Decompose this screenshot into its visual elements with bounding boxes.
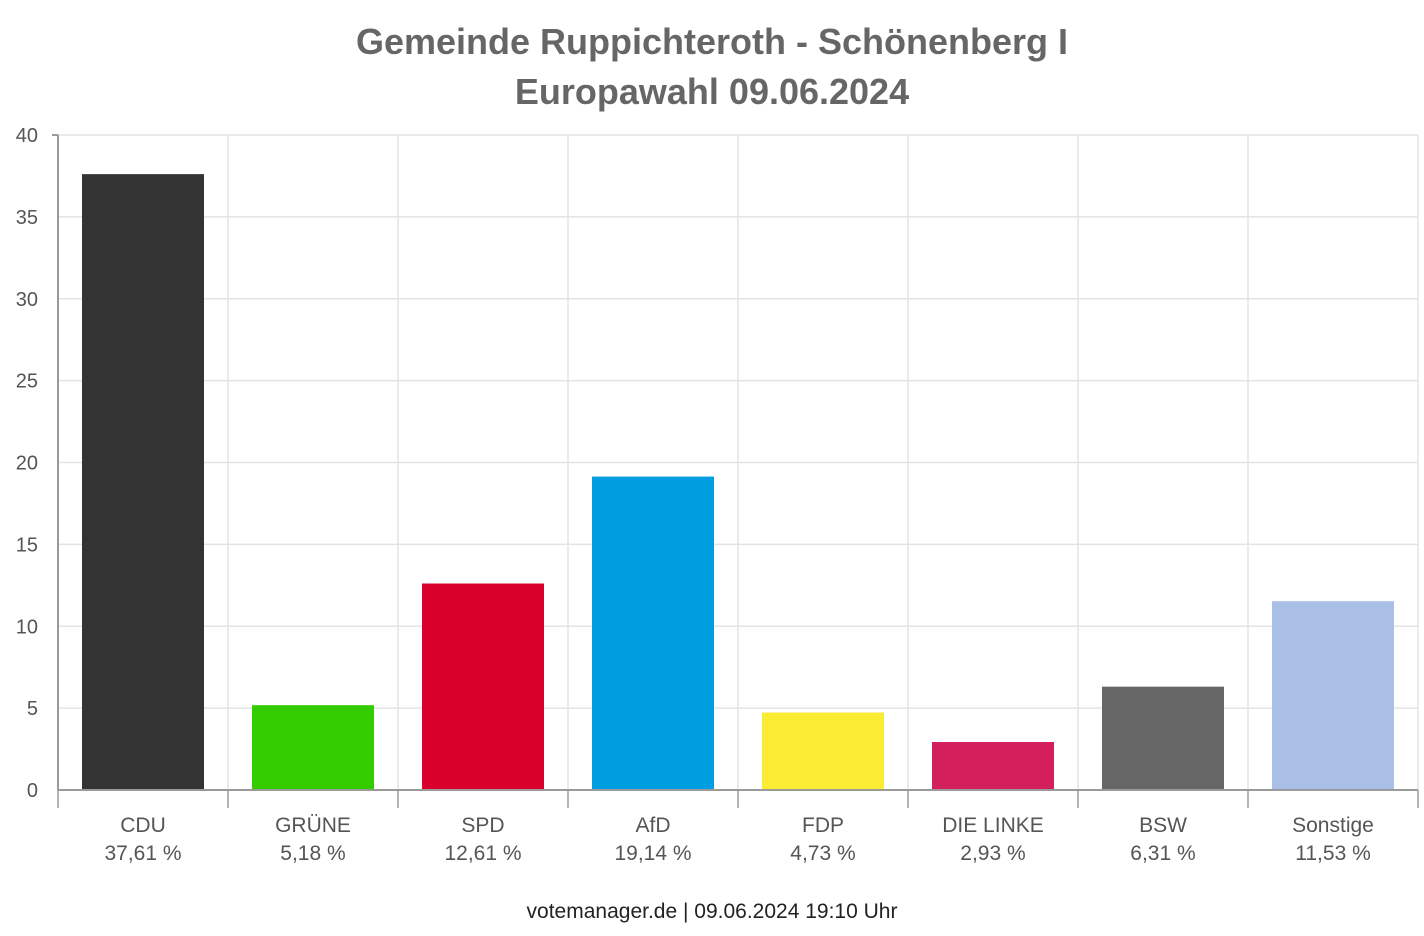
x-category-label: AfD — [635, 814, 670, 837]
bar-spd — [422, 583, 544, 790]
bar-cdu — [82, 174, 204, 791]
y-tick-label: 15 — [16, 534, 38, 556]
x-value-label: 2,93 % — [960, 842, 1025, 865]
y-tick-label: 0 — [27, 780, 38, 802]
y-tick-label: 5 — [27, 698, 38, 720]
x-category-label: SPD — [461, 814, 504, 837]
x-category-label: FDP — [802, 814, 844, 837]
chart-title: Gemeinde Ruppichteroth - Schönenberg I — [355, 21, 1069, 62]
x-value-label: 37,61 % — [104, 842, 181, 865]
bar-grüne — [252, 705, 374, 790]
x-category-label: Sonstige — [1292, 814, 1374, 837]
y-tick-label: 20 — [16, 453, 38, 475]
x-value-label: 6,31 % — [1130, 842, 1195, 865]
bar-afd — [592, 476, 714, 790]
bar-fdp — [762, 712, 884, 790]
bar-sonstige — [1272, 601, 1394, 790]
x-value-label: 11,53 % — [1295, 842, 1371, 865]
bar-bsw — [1102, 686, 1224, 790]
x-value-label: 4,73 % — [790, 842, 855, 865]
x-category-label: BSW — [1139, 814, 1187, 837]
x-value-label: 19,14 % — [614, 842, 691, 865]
bar-die-linke — [932, 742, 1054, 790]
x-category-label: DIE LINKE — [942, 814, 1044, 837]
x-category-label: GRÜNE — [275, 814, 351, 837]
y-tick-label: 40 — [16, 125, 38, 147]
y-tick-label: 10 — [16, 616, 38, 638]
x-category-label: CDU — [120, 814, 166, 837]
x-value-label: 5,18 % — [280, 842, 345, 865]
y-tick-label: 30 — [16, 289, 38, 311]
x-value-label: 12,61 % — [444, 842, 521, 865]
y-tick-label: 25 — [16, 371, 38, 393]
footer-source: votemanager.de | 09.06.2024 19:10 Uhr — [526, 900, 898, 923]
chart-subtitle: Europawahl 09.06.2024 — [514, 71, 910, 112]
y-tick-label: 35 — [16, 207, 38, 229]
